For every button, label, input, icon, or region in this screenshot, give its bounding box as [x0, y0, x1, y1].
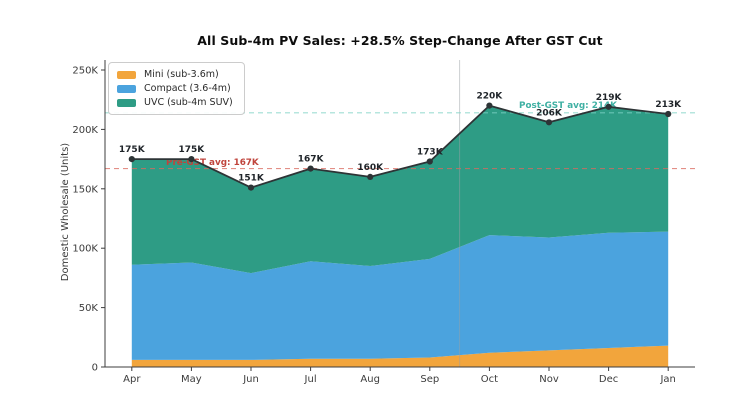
legend-item-1: Compact (3.6-4m)	[117, 83, 233, 94]
y-tick-label: 100K	[72, 244, 98, 255]
total-marker-7	[545, 119, 553, 126]
total-value-label-4: 160K	[357, 163, 384, 173]
legend-swatch-icon	[117, 84, 136, 93]
total-marker-4	[367, 173, 374, 180]
y-tick-label: 200K	[72, 125, 98, 136]
x-tick-label: Jan	[659, 374, 675, 385]
ref-line-label-0: Pre-GST avg: 167K	[166, 158, 260, 168]
area-series-2	[131, 105, 669, 274]
total-value-label-7: 206K	[536, 108, 563, 118]
area-series-1	[131, 231, 669, 360]
x-tick-label: Jul	[304, 374, 317, 385]
x-tick-label: Jun	[242, 374, 259, 385]
total-marker-9	[665, 110, 672, 118]
area-series-0	[131, 345, 669, 367]
y-tick-label: 0	[92, 363, 98, 374]
legend-item-2: UVC (sub-4m SUV)	[117, 97, 233, 108]
total-marker-0	[128, 156, 135, 163]
ref-line-label-1: Post-GST avg: 214K	[519, 101, 618, 111]
legend-item-0: Mini (sub-3.6m)	[117, 69, 233, 80]
legend: Mini (sub-3.6m) Compact (3.6-4m) UVC (sub-…	[108, 62, 245, 115]
total-value-label-8: 219K	[596, 93, 623, 103]
y-tick-label: 150K	[72, 184, 98, 195]
legend-swatch-icon	[117, 70, 136, 79]
legend-label: Mini (sub-3.6m)	[144, 69, 219, 80]
total-value-label-0: 175K	[119, 145, 146, 155]
total-value-label-1: 175K	[179, 145, 206, 155]
total-value-label-6: 220K	[477, 92, 504, 102]
legend-label: UVC (sub-4m SUV)	[144, 97, 233, 108]
total-value-label-2: 151K	[238, 174, 265, 184]
total-value-label-9: 213K	[655, 100, 682, 110]
total-value-label-5: 173K	[417, 148, 444, 158]
y-tick-label: 50K	[79, 303, 99, 314]
x-tick-label: Dec	[599, 374, 618, 385]
total-marker-5	[426, 158, 433, 165]
x-tick-label: Sep	[420, 374, 439, 385]
total-marker-3	[307, 165, 314, 172]
x-tick-label: Apr	[123, 374, 141, 385]
x-tick-label: Aug	[360, 374, 380, 385]
legend-label: Compact (3.6-4m)	[144, 83, 231, 94]
total-value-label-3: 167K	[298, 155, 325, 165]
x-tick-label: Nov	[539, 374, 559, 385]
total-marker-2	[247, 184, 255, 191]
legend-swatch-icon	[117, 98, 136, 107]
total-marker-8	[605, 103, 612, 110]
y-tick-label: 250K	[72, 66, 98, 77]
total-marker-6	[486, 102, 493, 109]
x-tick-label: May	[181, 374, 202, 385]
x-tick-label: Oct	[481, 374, 498, 385]
total-marker-1	[188, 156, 195, 163]
total-line	[131, 104, 669, 189]
chart-title: All Sub-4m PV Sales: +28.5% Step-Change …	[197, 33, 603, 48]
